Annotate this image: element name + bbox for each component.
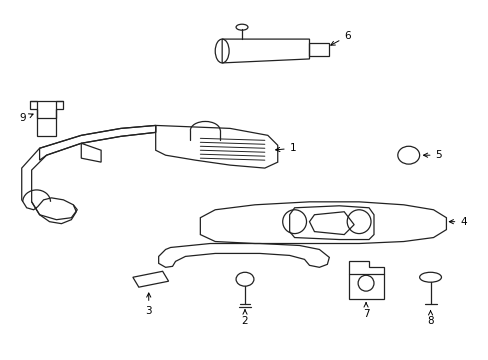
Text: 2: 2 [241,310,248,326]
Text: 5: 5 [423,150,441,160]
Text: 7: 7 [362,303,368,319]
Text: 1: 1 [275,143,296,153]
Text: 9: 9 [20,113,33,123]
Text: 4: 4 [448,217,466,227]
Text: 3: 3 [145,293,152,316]
Text: 6: 6 [330,31,350,45]
Text: 8: 8 [427,310,433,326]
